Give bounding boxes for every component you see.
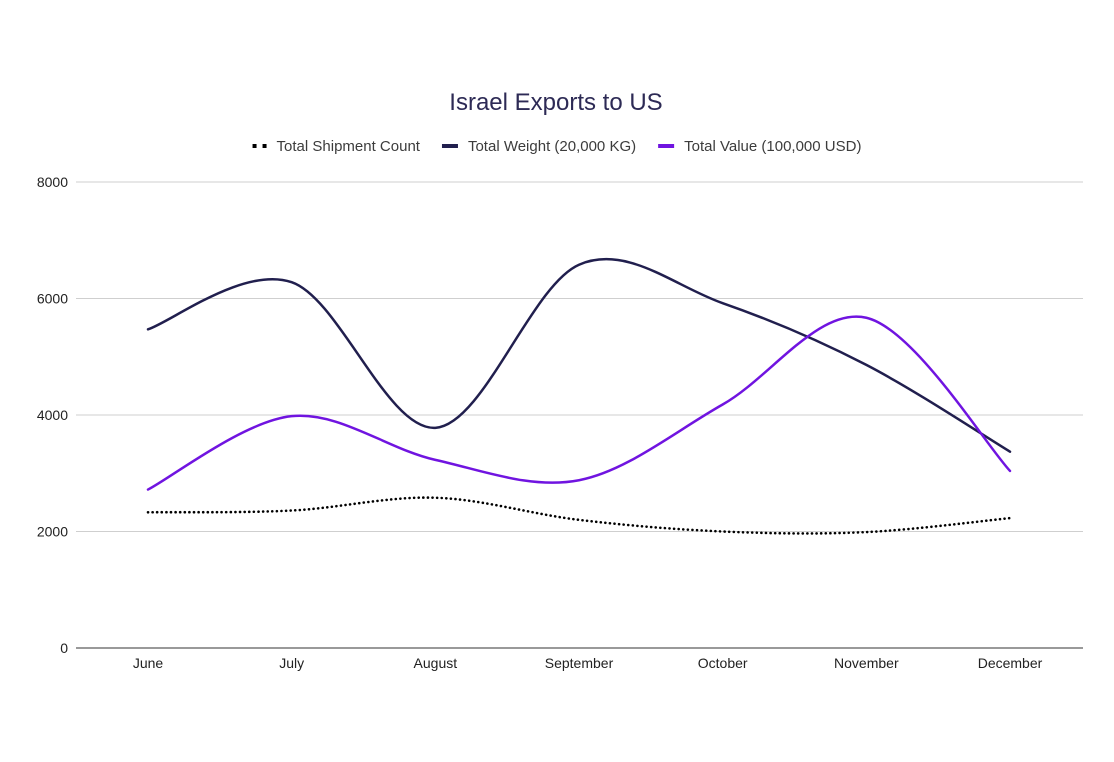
y-tick-label: 6000 bbox=[37, 291, 68, 307]
x-axis-ticks: June July August September October November De… bbox=[133, 655, 1043, 671]
x-tick-label: June bbox=[133, 655, 164, 671]
x-tick-label: December bbox=[978, 655, 1043, 671]
x-tick-label: November bbox=[834, 655, 899, 671]
y-axis-ticks: 0 2000 4000 6000 8000 bbox=[37, 174, 68, 656]
series-lines bbox=[146, 258, 1012, 535]
legend-item-2: Total Value (100,000 USD) bbox=[658, 138, 861, 155]
x-tick-label: July bbox=[279, 655, 304, 671]
gridlines bbox=[76, 181, 1083, 532]
chart-title: Israel Exports to US bbox=[449, 89, 662, 116]
legend-label: Total Shipment Count bbox=[277, 138, 421, 155]
legend-label: Total Weight (20,000 KG) bbox=[468, 138, 636, 155]
legend: Total Shipment Count Total Weight (20,000… bbox=[252, 138, 861, 155]
series-line-1 bbox=[146, 258, 1012, 453]
x-tick-label: September bbox=[545, 655, 614, 671]
series-line-0 bbox=[146, 496, 1012, 535]
y-tick-label: 4000 bbox=[37, 407, 68, 423]
x-tick-label: October bbox=[698, 655, 748, 671]
y-tick-label: 2000 bbox=[37, 524, 68, 540]
legend-label: Total Value (100,000 USD) bbox=[684, 138, 861, 155]
y-tick-label: 8000 bbox=[37, 174, 68, 190]
x-tick-label: August bbox=[414, 655, 458, 671]
series-line-2 bbox=[146, 315, 1012, 491]
y-tick-label: 0 bbox=[60, 640, 68, 656]
legend-item-1: Total Weight (20,000 KG) bbox=[441, 138, 636, 155]
legend-item-0: Total Shipment Count bbox=[252, 138, 421, 155]
